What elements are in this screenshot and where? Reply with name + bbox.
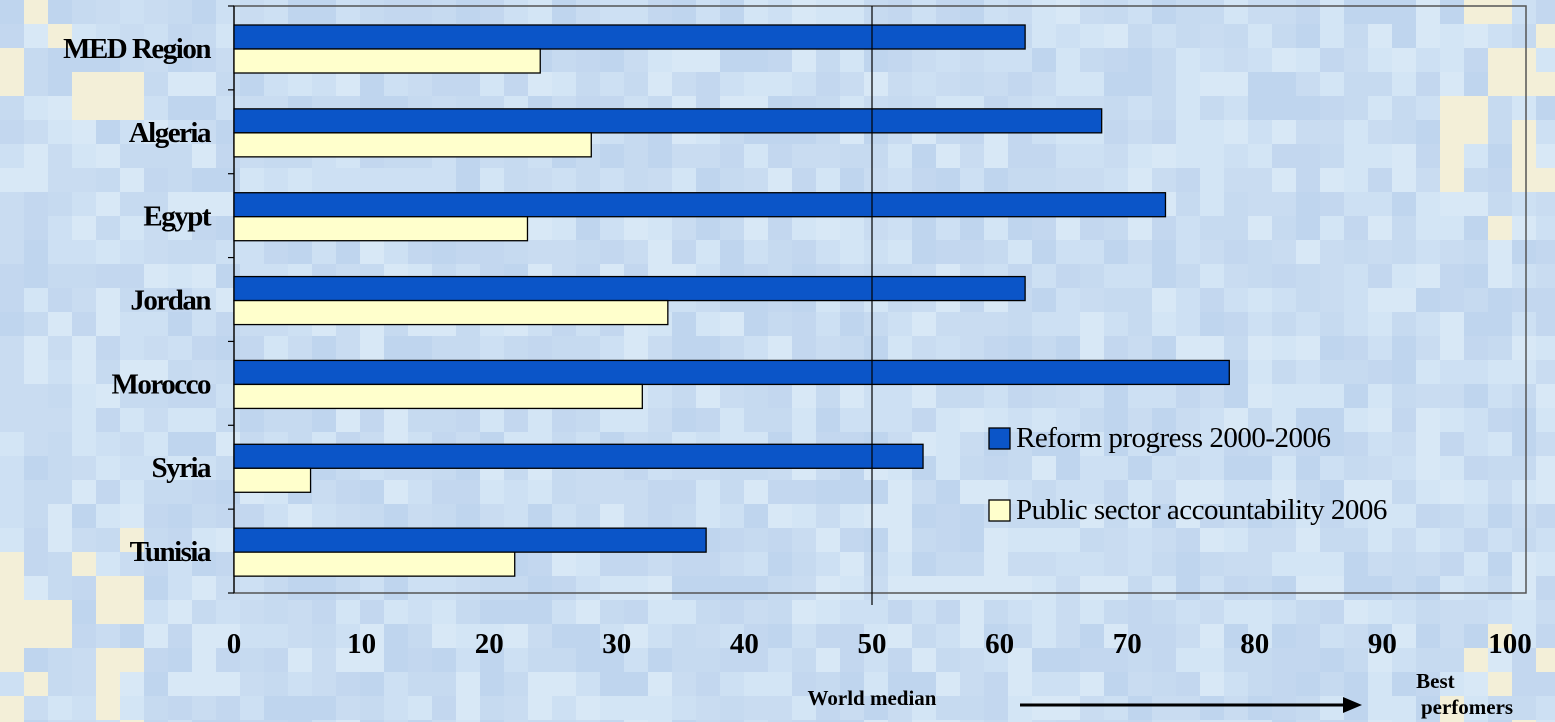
category-label: Syria (151, 452, 212, 484)
category-label: MED Region (63, 33, 211, 65)
category-label: Algeria (129, 117, 212, 149)
bar-syria-series-2 (233, 467, 312, 493)
bar-jordan-series-2 (233, 299, 669, 326)
x-tick-label: 0 (227, 628, 242, 660)
legend-label: Reform progress 2000-2006 (1016, 422, 1331, 454)
category-label: Jordan (130, 285, 211, 317)
x-tick-labels: 0 10 20 30 40 50 60 70 80 90 100 (227, 628, 1532, 660)
category-label: Tunisia (130, 536, 212, 568)
bar-morocco-series-1 (233, 359, 1230, 386)
bar-med-region-series-2 (233, 48, 541, 74)
bars-layer (228, 5, 1230, 594)
legend-swatch (988, 499, 1011, 522)
x-tick-label: 70 (1113, 628, 1142, 660)
x-tick-label: 20 (475, 628, 504, 660)
legend-swatch (988, 427, 1011, 450)
x-tick-label: 30 (602, 628, 631, 660)
best-performers-arrow (1020, 697, 1362, 713)
bar-morocco-series-2 (233, 383, 643, 410)
x-tick-label: 50 (858, 628, 887, 660)
x-tick-label: 90 (1368, 628, 1397, 660)
legend-label: Public sector accountability 2006 (1016, 494, 1387, 526)
bar-egypt-series-1 (233, 192, 1167, 218)
bar-algeria-series-1 (233, 108, 1103, 134)
category-label: Morocco (112, 368, 211, 400)
x-tick-label: 10 (347, 628, 376, 660)
bar-jordan-series-1 (233, 275, 1026, 302)
world-median-label: World median (808, 686, 937, 710)
x-tick-label: 100 (1488, 628, 1532, 660)
legend: Reform progress 2000-2006 Public sector a… (988, 422, 1387, 526)
bar-algeria-series-2 (233, 132, 592, 158)
bar-egypt-series-2 (233, 216, 529, 242)
category-labels: MED Region Algeria Egypt Jordan Morocco Syria… (63, 33, 213, 568)
bar-tunisia-series-1 (233, 527, 707, 553)
best-performers-label: Best perfomers (1416, 669, 1513, 719)
x-tick-label: 60 (985, 628, 1014, 660)
x-tick-label: 40 (730, 628, 759, 660)
x-tick-label: 80 (1240, 628, 1269, 660)
category-label: Egypt (143, 201, 211, 233)
bar-med-region-series-1 (233, 24, 1026, 50)
bar-tunisia-series-2 (233, 551, 516, 577)
bar-syria-series-1 (233, 443, 924, 469)
